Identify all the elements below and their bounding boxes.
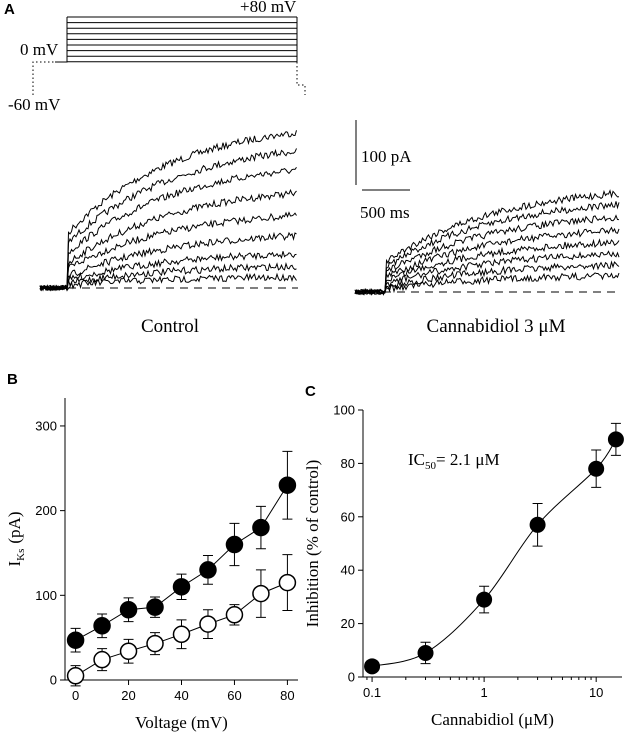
x-axis-label: Cannabidiol (μM) [431, 710, 554, 729]
y-tick-label: 60 [341, 509, 355, 524]
series-line [75, 484, 288, 641]
marker [278, 476, 297, 494]
marker [364, 658, 381, 675]
marker [93, 617, 111, 635]
current-trace [354, 238, 620, 296]
marker [252, 518, 270, 537]
current-trace [39, 167, 297, 292]
fit-curve [371, 439, 617, 667]
y-tick-label: 0 [348, 670, 355, 685]
y-tick-label: 100 [333, 403, 355, 418]
current-trace [39, 211, 297, 292]
marker [278, 573, 297, 592]
protocol-base-label: -60 mV [8, 95, 61, 114]
condition-label: Cannabidiol 3 μM [427, 316, 566, 337]
x-tick-label: 1 [481, 685, 488, 700]
x-tick-label: 80 [280, 688, 294, 703]
y-tick-label: 100 [35, 588, 57, 603]
current-trace [39, 148, 297, 291]
marker [172, 625, 191, 644]
marker [417, 644, 434, 661]
x-tick-label: 10 [589, 685, 603, 700]
marker [146, 634, 164, 653]
voltage-protocol [32, 16, 306, 95]
y-axis-label: Inhibition (% of control) [303, 460, 322, 628]
x-tick-label: 0 [72, 688, 79, 703]
protocol-tail [296, 62, 306, 95]
panel-label: A [4, 1, 15, 18]
annotation: IC50= 2.1 μM [408, 450, 500, 472]
annotation-sub: 50 [425, 460, 437, 472]
panel-label: B [7, 371, 18, 388]
x-tick-label: 20 [121, 688, 135, 703]
marker [119, 600, 138, 619]
y-axis-label-main: I [5, 561, 24, 567]
current-trace [39, 130, 297, 292]
y-tick-label: 0 [50, 673, 57, 688]
marker [252, 584, 270, 603]
annotation-main: IC [408, 450, 425, 469]
scale-current-label: 100 pA [361, 147, 412, 166]
protocol-top-label: +80 mV [240, 0, 297, 16]
y-tick-label: 300 [35, 418, 57, 433]
current-trace [39, 231, 297, 292]
current-trace [354, 189, 620, 296]
marker [66, 631, 85, 649]
protocol-hold-label: 0 mV [20, 40, 59, 59]
y-axis-label-unit: (pA) [5, 511, 24, 543]
current-trace [354, 271, 620, 296]
x-tick-label: 40 [174, 688, 188, 703]
current-trace [354, 260, 620, 296]
x-tick-label: 60 [227, 688, 241, 703]
marker [199, 561, 217, 579]
current-trace [354, 201, 620, 295]
current-trace [39, 188, 297, 291]
y-axis-label: IKs (pA) [5, 511, 27, 566]
current-trace [354, 226, 620, 295]
y-tick-label: 20 [341, 616, 355, 631]
current-trace [354, 214, 620, 296]
protocol-holding [32, 61, 67, 95]
x-axis-label: Voltage (mV) [135, 713, 228, 732]
marker [66, 667, 85, 685]
y-tick-label: 80 [341, 456, 355, 471]
marker [172, 578, 191, 596]
y-tick-label: 40 [341, 563, 355, 578]
current-trace [354, 250, 620, 296]
condition-label: Control [141, 316, 199, 337]
marker [225, 606, 244, 624]
current-trace [39, 262, 297, 291]
marker [476, 591, 493, 608]
current-trace [40, 272, 297, 292]
marker [146, 598, 164, 616]
marker [199, 615, 217, 633]
annotation-rest: = 2.1 μM [436, 450, 500, 469]
marker [119, 642, 138, 660]
marker [225, 535, 244, 554]
y-axis-label-sub: Ks [15, 549, 27, 561]
x-tick-label: 0.1 [363, 685, 381, 700]
panel-label: C [305, 383, 316, 400]
y-tick-label: 200 [35, 503, 57, 518]
current-traces [39, 130, 620, 296]
scale-time-label: 500 ms [360, 203, 410, 222]
marker [93, 650, 111, 669]
marker [607, 431, 624, 448]
marker [529, 516, 546, 533]
marker [588, 460, 605, 477]
